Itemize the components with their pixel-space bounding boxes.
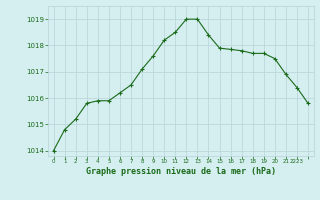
X-axis label: Graphe pression niveau de la mer (hPa): Graphe pression niveau de la mer (hPa) xyxy=(86,167,276,176)
